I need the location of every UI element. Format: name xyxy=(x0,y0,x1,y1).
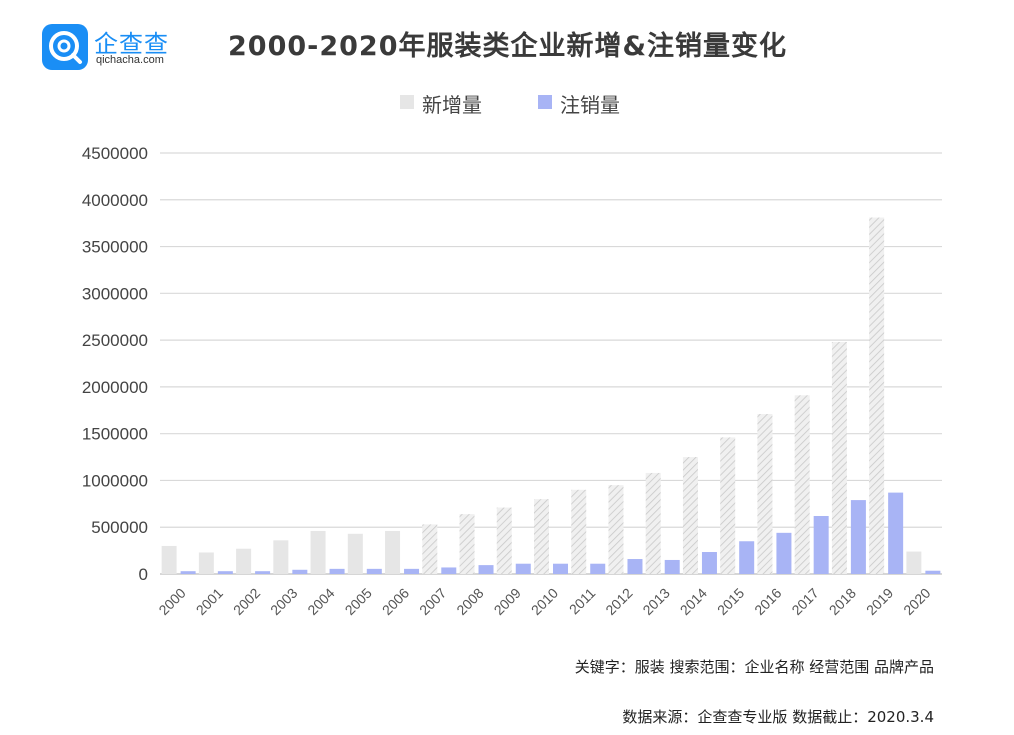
x-tick-label: 2013 xyxy=(639,585,672,618)
x-tick-label: 2010 xyxy=(528,585,561,618)
y-tick-label: 2500000 xyxy=(82,331,148,350)
y-tick-label: 3000000 xyxy=(82,284,148,303)
qichacha-logo-icon xyxy=(42,24,88,70)
x-tick-label: 2001 xyxy=(193,585,226,618)
x-tick-label: 2009 xyxy=(491,585,524,618)
brand-logo: 企查查 qichacha.com xyxy=(42,22,192,72)
bar-new-2004 xyxy=(310,530,326,574)
brand-url: qichacha.com xyxy=(96,54,164,66)
x-tick-label: 2006 xyxy=(379,585,412,618)
y-tick-label: 4500000 xyxy=(82,144,148,163)
x-tick-label: 2007 xyxy=(416,585,449,618)
bar-new-2003 xyxy=(273,540,289,574)
x-tick-label: 2015 xyxy=(714,585,747,618)
x-tick-label: 2018 xyxy=(826,585,859,618)
footer-keywords: 关键字：服装 搜索范围：企业名称 经营范围 品牌产品 xyxy=(574,658,934,676)
x-tick-label: 2011 xyxy=(566,585,599,618)
bar-new-2010 xyxy=(534,499,549,574)
legend-label-cancelled: 注销量 xyxy=(560,93,620,117)
x-tick-label: 2014 xyxy=(677,585,710,618)
bar-new-2006 xyxy=(385,530,401,574)
y-tick-label: 1000000 xyxy=(82,471,148,490)
legend-label-new: 新增量 xyxy=(422,93,482,117)
x-tick-label: 2005 xyxy=(342,585,375,618)
bar-cancelled-2000 xyxy=(180,571,196,574)
x-tick-label: 2012 xyxy=(602,585,635,618)
y-tick-label: 3500000 xyxy=(82,238,148,257)
bar-cancelled-2005 xyxy=(366,568,382,574)
bar-cancelled-2016 xyxy=(776,532,792,574)
y-tick-label: 2000000 xyxy=(82,378,148,397)
bar-new-2005 xyxy=(347,533,363,574)
x-tick-label: 2008 xyxy=(453,585,486,618)
chart-title: 2000-2020年服装类企业新增&注销量变化 xyxy=(228,31,788,62)
bar-cancelled-2002 xyxy=(255,571,271,574)
bar-new-2011 xyxy=(571,489,587,574)
bar-cancelled-2006 xyxy=(404,568,420,574)
brand-name: 企查查 xyxy=(94,30,169,58)
x-tick-label: 2000 xyxy=(155,585,188,618)
bar-cancelled-2017 xyxy=(813,515,829,574)
x-tick-label: 2019 xyxy=(863,585,896,618)
bar-new-2000 xyxy=(161,545,177,574)
bar-cancelled-2003 xyxy=(292,569,308,574)
bar-cancelled-2001 xyxy=(217,571,233,574)
bar-new-2012 xyxy=(608,485,624,574)
bar-cancelled-2015 xyxy=(739,541,755,574)
y-tick-label: 4000000 xyxy=(82,191,148,210)
bar-cancelled-2004 xyxy=(329,568,345,574)
bar-new-2018 xyxy=(831,341,847,574)
x-tick-label: 2020 xyxy=(900,585,933,618)
bar-cancelled-2013 xyxy=(664,559,680,574)
bar-new-2007 xyxy=(422,524,438,574)
bar-cancelled-2011 xyxy=(590,563,606,574)
x-tick-label: 2017 xyxy=(788,585,821,618)
bar-cancelled-2009 xyxy=(515,563,531,574)
x-tick-label: 2016 xyxy=(751,585,784,618)
bar-new-2020 xyxy=(906,551,922,574)
bar-new-2009 xyxy=(496,507,512,574)
bar-cancelled-2014 xyxy=(701,552,717,574)
bar-new-2014 xyxy=(682,457,698,574)
bar-cancelled-2019 xyxy=(888,492,904,574)
bar-cancelled-2010 xyxy=(553,563,568,574)
x-tick-label: 2004 xyxy=(304,585,337,618)
bar-cancelled-2018 xyxy=(850,500,866,574)
y-tick-label: 1500000 xyxy=(82,425,148,444)
bar-new-2002 xyxy=(236,548,252,574)
bar-new-2008 xyxy=(459,514,475,574)
bar-cancelled-2012 xyxy=(627,559,643,574)
y-tick-label: 0 xyxy=(139,565,148,584)
bar-cancelled-2008 xyxy=(478,565,494,574)
x-tick-label: 2003 xyxy=(267,585,300,618)
bar-new-2016 xyxy=(757,414,773,574)
bar-cancelled-2007 xyxy=(441,567,457,574)
y-tick-label: 500000 xyxy=(91,518,148,537)
bar-new-2019 xyxy=(869,217,885,574)
bar-new-2013 xyxy=(645,472,661,574)
legend-swatch-new xyxy=(400,95,414,109)
bar-new-2017 xyxy=(794,395,810,574)
bar-cancelled-2020 xyxy=(925,570,941,574)
bar-new-2015 xyxy=(720,437,736,574)
footer-source: 数据来源：企查查专业版 数据截止：2020.3.4 xyxy=(622,708,934,726)
x-tick-label: 2002 xyxy=(230,585,263,618)
legend-swatch-cancelled xyxy=(538,95,552,109)
bar-new-2001 xyxy=(198,552,214,574)
